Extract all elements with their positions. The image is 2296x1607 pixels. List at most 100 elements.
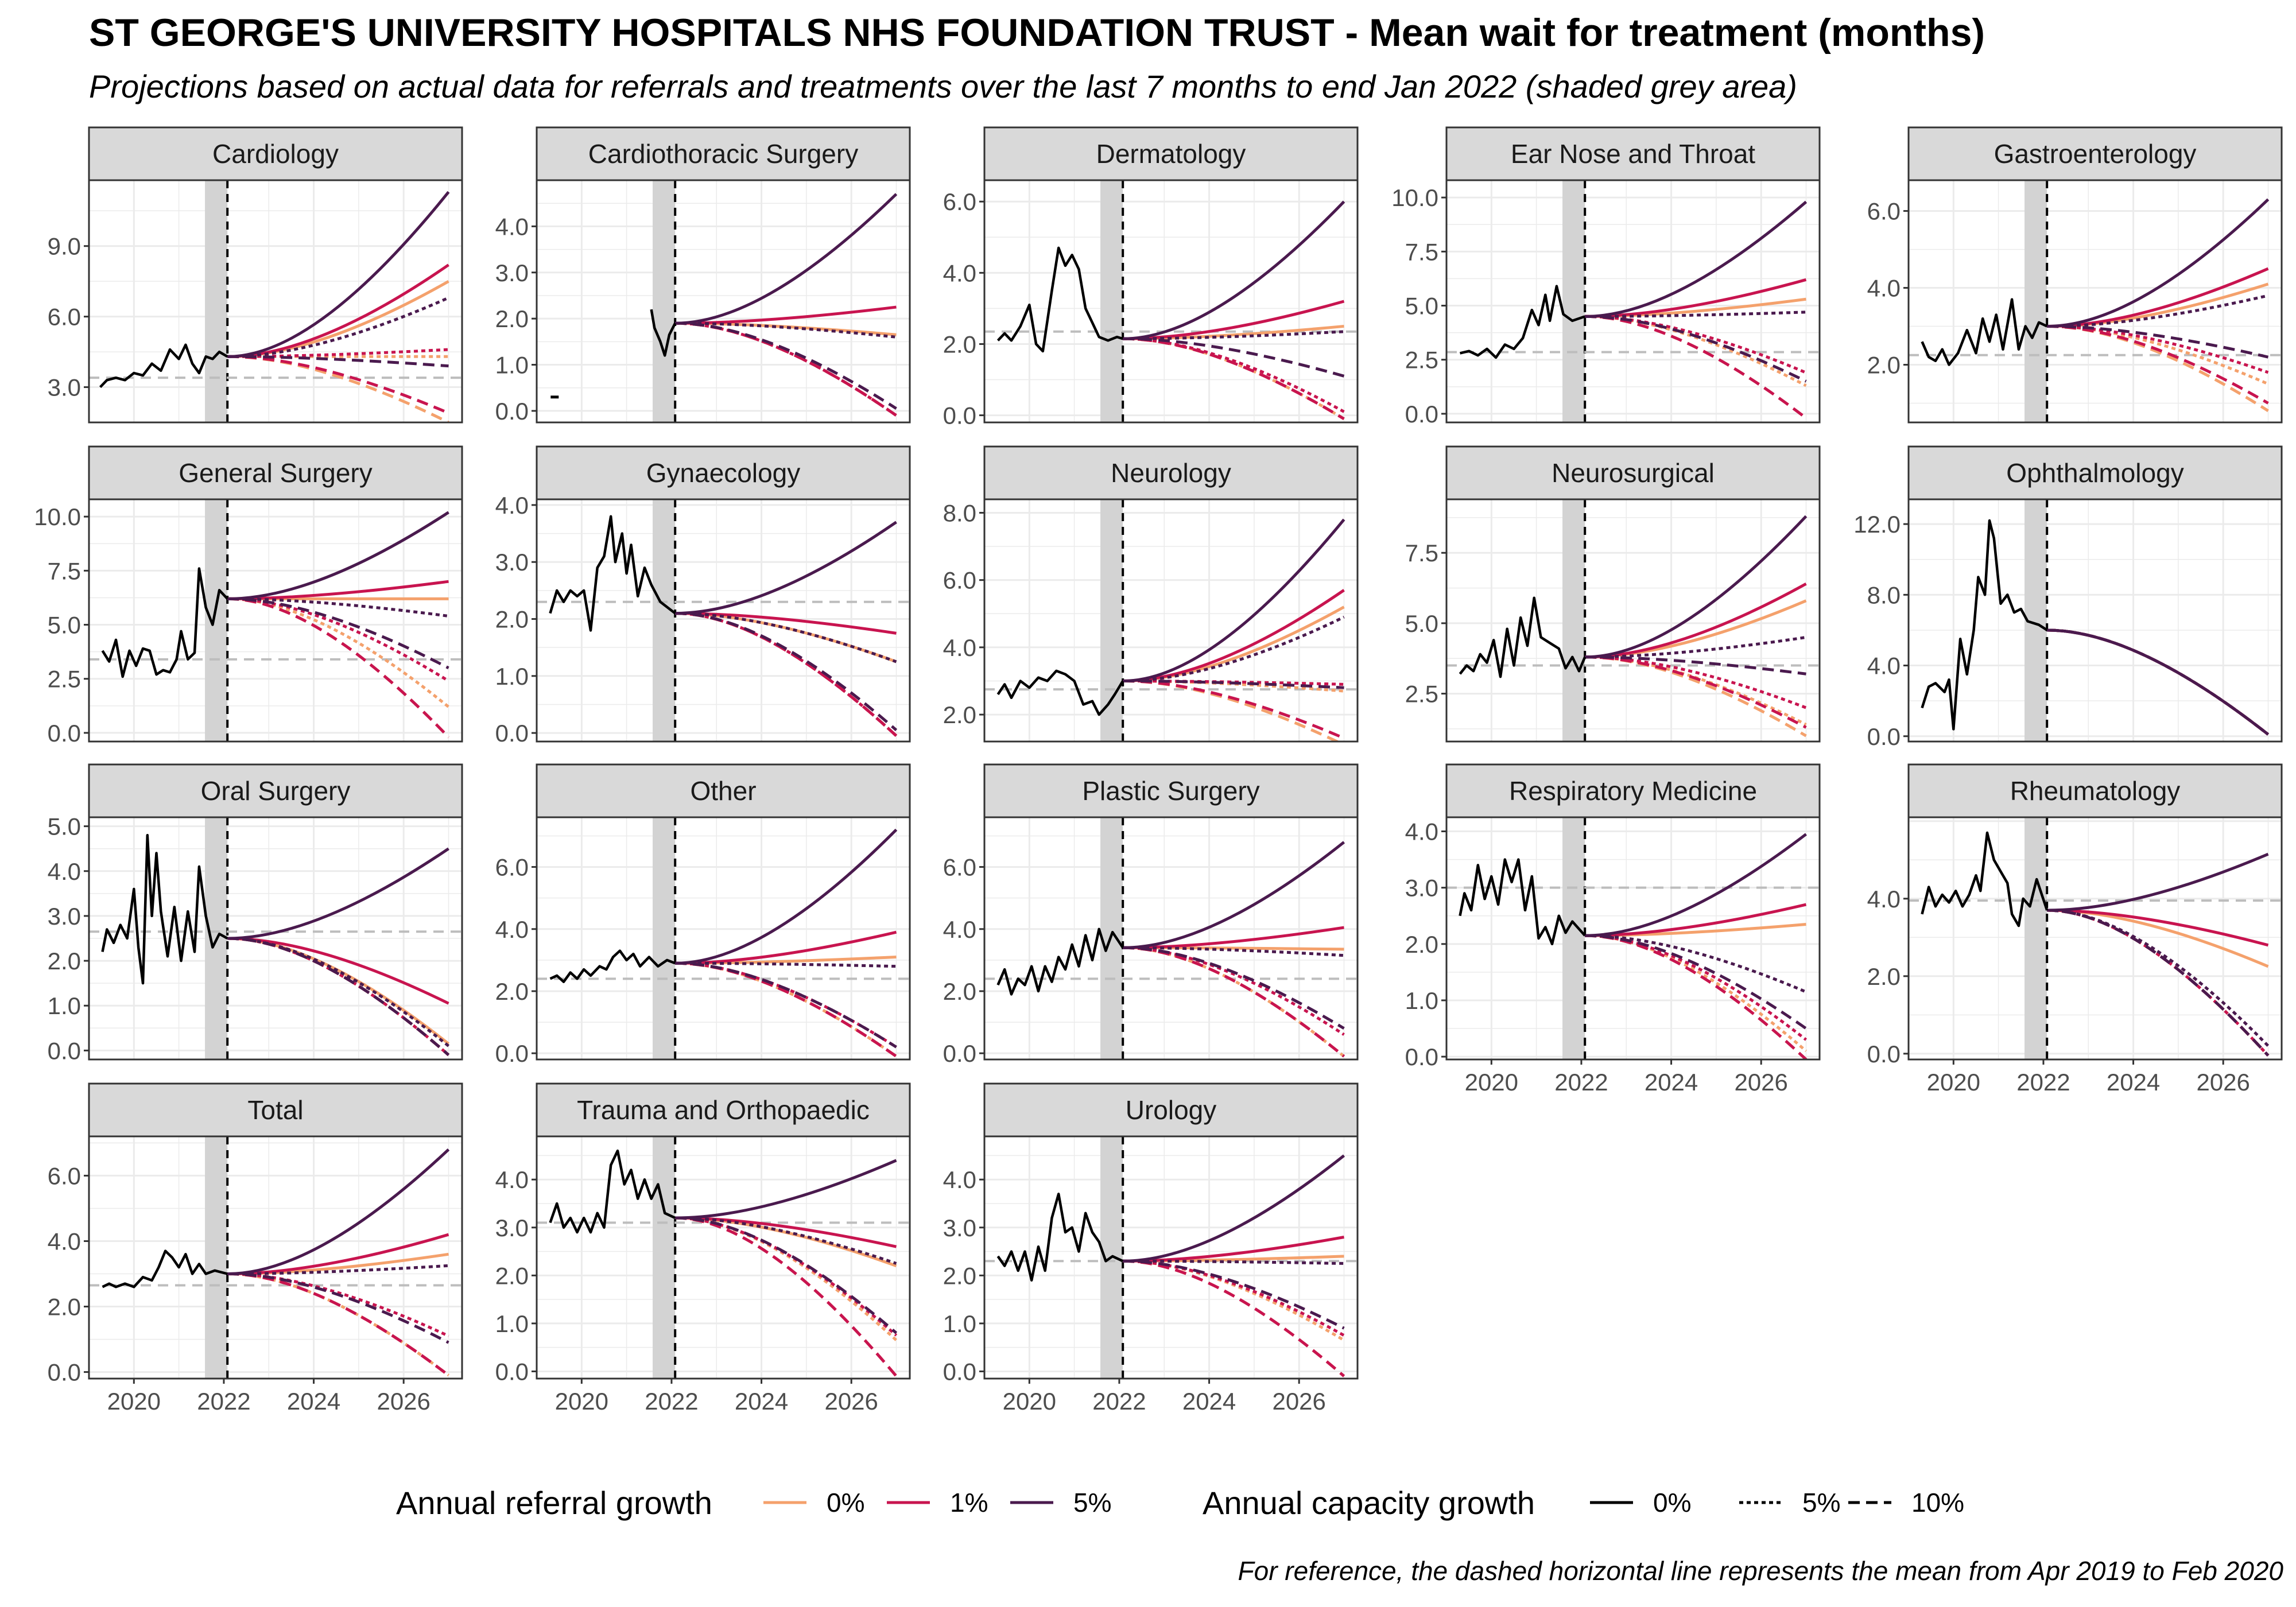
projection-line-ref5-cap0 (1585, 200, 1808, 318)
y-tick-label: 4.0 (1867, 653, 1901, 680)
x-tick-label: 2026 (1734, 1069, 1787, 1096)
y-tick-label: 2.0 (495, 606, 529, 633)
projection-line-ref5-cap10 (1123, 1259, 1345, 1330)
projection-line-ref5-cap0 (227, 511, 449, 600)
plot-area (984, 180, 1358, 422)
panel-strip (1445, 126, 1821, 181)
shaded-period (653, 1136, 676, 1379)
legend-title-referral: Annual referral growth (396, 1485, 712, 1521)
y-tick-label: 4.0 (1867, 886, 1901, 913)
panel-border (536, 816, 911, 1061)
projection-line-ref5-cap0 (1123, 200, 1345, 340)
y-tick-label: 4.0 (495, 1166, 529, 1193)
x-tick-label: 2020 (1465, 1069, 1518, 1096)
historic-line (101, 834, 228, 985)
y-tick-label: 0.0 (1405, 401, 1438, 428)
plot-area (89, 180, 462, 422)
panel-border (88, 816, 463, 1061)
panel-strip-label: Gynaecology (646, 458, 801, 488)
x-tick-label: 2020 (107, 1388, 161, 1415)
chart-title: ST GEORGE'S UNIVERSITY HOSPITALS NHS FOU… (89, 11, 1985, 55)
historic-line (1459, 858, 1586, 946)
legend-label-capacity-1: 5% (1802, 1488, 1840, 1517)
plot-content (1446, 499, 1820, 742)
panel-strip-label: Rheumatology (2010, 776, 2181, 806)
panel-strip (536, 445, 911, 500)
historic-line (996, 927, 1124, 996)
shaded-period (653, 499, 676, 742)
historic-line (549, 515, 676, 632)
panel-border (88, 179, 463, 424)
historic-line (549, 1149, 676, 1234)
panel-strip (983, 445, 1359, 500)
panel-strip (536, 763, 911, 818)
y-tick-label: 1.0 (943, 1310, 976, 1337)
x-tick-label: 2026 (2196, 1069, 2250, 1096)
y-tick-label: 4.0 (495, 492, 529, 519)
panel-strip (983, 126, 1359, 181)
y-tick-label: 5.0 (48, 612, 81, 639)
y-tick-label: 8.0 (943, 499, 976, 526)
projection-line-ref5-cap0 (675, 521, 897, 615)
x-tick-label: 2020 (1927, 1069, 1980, 1096)
y-tick-label: 5.0 (1405, 293, 1438, 320)
projection-line-ref5-cap0 (2047, 852, 2269, 912)
y-tick-label: 2.0 (1867, 963, 1901, 990)
y-tick-label: 2.5 (1405, 347, 1438, 374)
y-tick-label: 4.0 (943, 259, 976, 286)
panel-strip-label: Plastic Surgery (1082, 776, 1259, 806)
panel-border (983, 1135, 1359, 1380)
panel-dermatology: Dermatology 0.0 2.0 4.0 6.0 (943, 126, 1359, 429)
plot-content (89, 180, 462, 422)
x-tick-label: 2022 (197, 1388, 250, 1415)
panel-respiratory-medicine: Respiratory Medicine 0.0 1.0 2.0 3.0 4.0 2020 2… (1405, 763, 1821, 1096)
y-tick-label: 4.0 (48, 858, 81, 885)
y-tick-label: 4.0 (495, 916, 529, 943)
y-tick-label: 3.0 (943, 1214, 976, 1241)
y-tick-label: 9.0 (48, 233, 81, 260)
panel-border (983, 816, 1359, 1061)
projection-line-ref5-cap0 (1123, 518, 1345, 682)
x-tick-label: 2022 (1092, 1388, 1146, 1415)
historic-line (1459, 596, 1587, 678)
panel-ear-nose-and-throat: Ear Nose and Throat 0.0 2.5 5.0 7.5 10.0 (1391, 126, 1821, 428)
projection-line-ref5-cap0 (675, 193, 898, 325)
historic-line (1921, 519, 2048, 731)
historic-line (101, 567, 228, 678)
historic-line (99, 343, 228, 389)
panel-strip-label: Urology (1126, 1095, 1217, 1125)
y-tick-label: 1.0 (495, 1310, 529, 1337)
historic-line (102, 1249, 228, 1288)
plot-content (89, 499, 462, 742)
plot-content (984, 1136, 1358, 1379)
x-tick-label: 2020 (1003, 1388, 1056, 1415)
panel-strip-label: Gastroenterology (1994, 139, 2197, 169)
historic-line (996, 246, 1123, 353)
panel-strip-label: Trauma and Orthopaedic (577, 1095, 870, 1125)
x-tick-label: 2024 (735, 1388, 788, 1415)
projection-line-ref5-cap10 (1123, 946, 1345, 1030)
y-tick-label: 2.0 (48, 948, 81, 975)
shaded-period (1100, 180, 1123, 422)
plot-content (1446, 180, 1820, 422)
shaded-period (1100, 499, 1123, 742)
y-tick-label: 1.0 (1405, 987, 1438, 1014)
panel-cardiology: Cardiology 3.0 6.0 9.0 (48, 126, 463, 424)
panel-urology: Urology 0.0 1.0 2.0 3.0 4.0 2020 2022 2024 2026 (943, 1082, 1359, 1415)
projection-line-ref5-cap0 (1585, 833, 1808, 937)
historic-line (549, 949, 676, 983)
plot-content (537, 817, 910, 1059)
panel-strip (88, 1082, 463, 1138)
y-tick-label: 4.0 (1867, 275, 1901, 302)
projection-line-ref5-cap10 (1585, 934, 1807, 1030)
y-tick-label: 0.0 (48, 1037, 81, 1064)
y-tick-label: 6.0 (943, 567, 976, 594)
y-tick-label: 2.0 (1867, 352, 1901, 379)
y-tick-label: 0.0 (1867, 1041, 1901, 1068)
y-tick-label: 1.0 (495, 663, 529, 690)
y-tick-label: 0.0 (1867, 723, 1901, 750)
panel-total: Total 0.0 2.0 4.0 6.0 2020 2022 2024 2026 (48, 1082, 463, 1415)
x-tick-label: 2024 (287, 1388, 340, 1415)
projection-line-ref1-cap0 (2047, 909, 2269, 947)
